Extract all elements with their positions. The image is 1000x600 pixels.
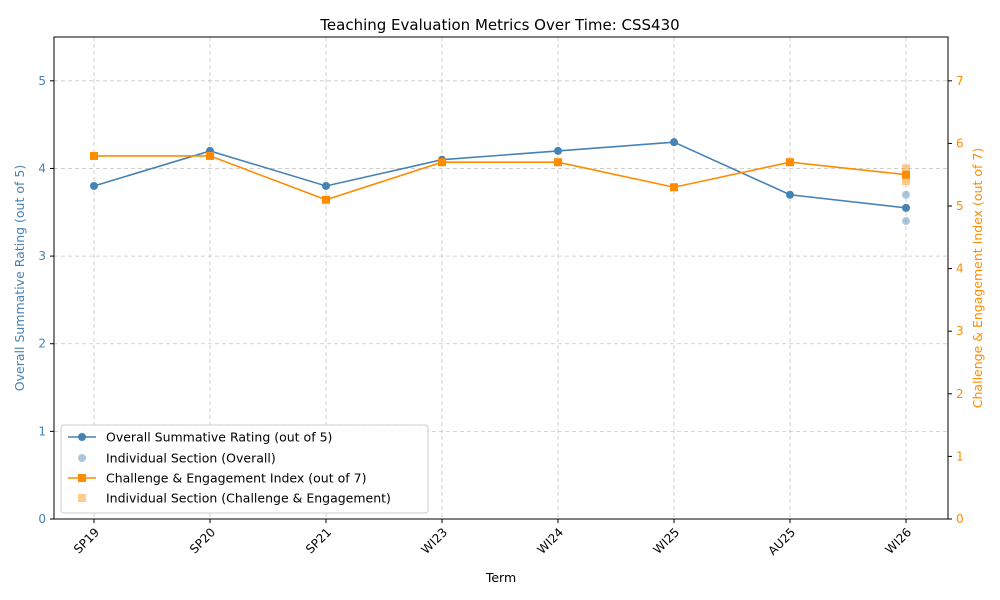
section-point-overall [902, 217, 910, 226]
right-axis-ticks: 0 1 2 3 4 5 6 7 [948, 74, 964, 526]
point-challenge-SP20 [206, 151, 214, 160]
section-point-challenge [902, 176, 910, 185]
plot-frame [53, 36, 949, 520]
legend-label-challenge: Challenge & Engagement Index (out of 7) [106, 471, 366, 486]
point-challenge-WI25 [670, 183, 678, 192]
point-overall-AU25 [786, 190, 794, 199]
left-tick-label: 5 [38, 74, 46, 88]
x-tick-label: WI25 [651, 525, 683, 557]
legend-item-section-overall: Individual Section (Overall) [78, 451, 276, 466]
x-tick-label: WI24 [535, 525, 567, 557]
x-tick-label: AU25 [765, 525, 798, 558]
right-tick-label: 4 [956, 262, 964, 276]
point-overall-WI26 [902, 203, 910, 212]
right-tick-label: 3 [956, 324, 964, 338]
legend-item-overall: Overall Summative Rating (out of 5) [68, 430, 332, 445]
point-challenge-WI26 [902, 170, 910, 179]
point-challenge-WI24 [554, 158, 562, 167]
point-overall-WI25 [670, 138, 678, 147]
left-tick-label: 0 [38, 512, 46, 526]
legend-item-section-challenge: Individual Section (Challenge & Engageme… [78, 491, 391, 506]
right-tick-label: 6 [956, 136, 964, 150]
series-layer [90, 138, 910, 226]
left-axis-label: Overall Summative Rating (out of 5) [12, 165, 27, 391]
right-axis-label: Challenge & Engagement Index (out of 7) [970, 148, 985, 408]
right-tick-label: 2 [956, 387, 964, 401]
series-line-challenge [94, 155, 907, 201]
x-axis-ticks: SP19 SP20 SP21 WI23 WI24 WI25 AU25 WI26 [71, 519, 914, 558]
point-challenge-SP19 [90, 151, 98, 160]
point-challenge-WI23 [438, 158, 446, 167]
left-tick-label: 1 [38, 424, 46, 438]
point-overall-WI24 [554, 146, 562, 155]
legend-item-challenge: Challenge & Engagement Index (out of 7) [68, 471, 366, 486]
right-tick-label: 1 [956, 449, 964, 463]
point-overall-SP19 [90, 181, 98, 190]
left-tick-label: 3 [38, 249, 46, 263]
right-tick-label: 7 [956, 74, 964, 88]
legend-box [60, 424, 429, 514]
legend-label-overall: Overall Summative Rating (out of 5) [106, 430, 332, 445]
x-tick-label: WI26 [883, 525, 915, 557]
x-tick-label: WI23 [419, 525, 451, 557]
series-line-overall [93, 141, 907, 209]
right-tick-label: 0 [956, 512, 964, 526]
x-axis-label: Term [485, 570, 516, 585]
section-point-overall [902, 190, 910, 199]
legend-label-section-overall: Individual Section (Overall) [106, 451, 276, 466]
x-tick-label: SP21 [303, 525, 334, 556]
point-overall-SP21 [322, 181, 330, 190]
chart-title: Teaching Evaluation Metrics Over Time: C… [319, 16, 679, 34]
left-tick-label: 4 [38, 161, 46, 175]
right-tick-label: 5 [956, 199, 964, 213]
section-point-challenge [902, 164, 910, 173]
x-tick-label: SP20 [187, 525, 218, 556]
left-tick-label: 2 [38, 337, 46, 351]
legend: Overall Summative Rating (out of 5) Indi… [60, 424, 429, 514]
x-tick-label: SP19 [71, 525, 102, 556]
point-challenge-AU25 [786, 158, 794, 167]
legend-label-section-challenge: Individual Section (Challenge & Engageme… [106, 491, 391, 506]
point-challenge-SP21 [322, 195, 330, 204]
left-axis-ticks: 0 1 2 3 4 5 [38, 74, 54, 526]
